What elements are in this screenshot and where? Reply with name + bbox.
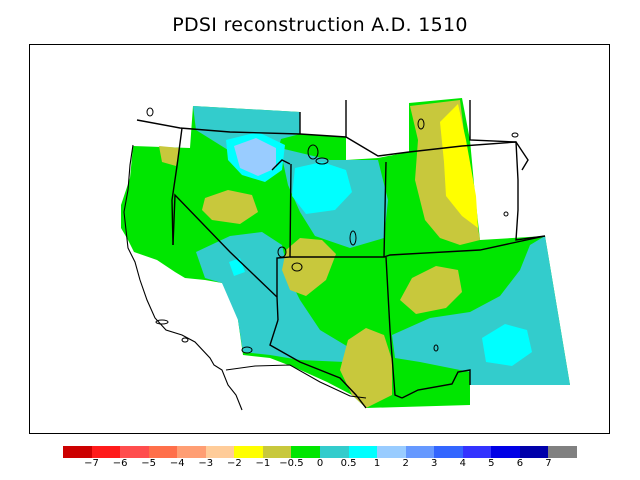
legend-swatch <box>519 446 549 458</box>
legend-swatch <box>434 446 464 458</box>
legend-tick-label: 4 <box>459 458 466 469</box>
legend-tick-label: −1 <box>255 458 271 469</box>
legend-tick-label: −3 <box>198 458 214 469</box>
legend-tick-label: 6 <box>516 458 524 469</box>
legend-tick-label: 5 <box>488 458 495 469</box>
region-slightly-dry <box>159 146 180 166</box>
legend-tick-label: −5 <box>141 458 157 469</box>
region-slightly-dry <box>282 238 336 296</box>
legend-tick-label: −2 <box>226 458 242 469</box>
region-wet <box>482 324 532 366</box>
region-very-wet <box>234 138 276 176</box>
map-frame <box>29 44 610 434</box>
legend-tick-label: −6 <box>112 458 128 469</box>
legend-swatch <box>148 446 178 458</box>
map-title: PDSI reconstruction A.D. 1510 <box>172 14 468 36</box>
legend-swatch <box>63 446 93 458</box>
legend-swatch <box>548 446 578 458</box>
legend-swatch <box>491 446 521 458</box>
coastline <box>123 144 367 411</box>
legend-tick-label: 1 <box>373 458 381 469</box>
legend-tick-label: 7 <box>545 458 552 469</box>
legend-swatch <box>348 446 378 458</box>
region-wet <box>292 162 352 214</box>
region-slightly-dry <box>202 190 258 224</box>
legend-swatch <box>91 446 121 458</box>
legend-swatch <box>205 446 235 458</box>
legend-tick-label: 3 <box>431 458 438 469</box>
legend-swatch <box>291 446 321 458</box>
legend-tick-label: −4 <box>169 458 185 469</box>
legend-swatch <box>405 446 435 458</box>
legend-tick-label: 0 <box>316 458 324 469</box>
region-dry <box>440 104 478 228</box>
legend-tick-label: −0.5 <box>279 458 304 469</box>
legend-tick-label: 2 <box>402 458 409 469</box>
legend-swatch <box>320 446 350 458</box>
lakes-islands <box>146 107 519 354</box>
state-boundaries <box>136 100 546 409</box>
legend-swatch <box>262 446 292 458</box>
legend-swatch <box>377 446 407 458</box>
legend-swatch <box>462 446 492 458</box>
legend-swatch <box>120 446 150 458</box>
legend-swatch <box>177 446 207 458</box>
legend-swatch <box>234 446 264 458</box>
legend-tick-label: −7 <box>84 458 99 469</box>
legend-tick-label: 0.5 <box>340 458 357 469</box>
region-slightly-dry <box>340 328 392 408</box>
color-legend: −7 −6 −5 −4 −3 −2 −1 −0.5 0 0.5 1 2 3 4 5 6 7 <box>63 446 578 476</box>
region-slightly-dry <box>400 266 462 314</box>
